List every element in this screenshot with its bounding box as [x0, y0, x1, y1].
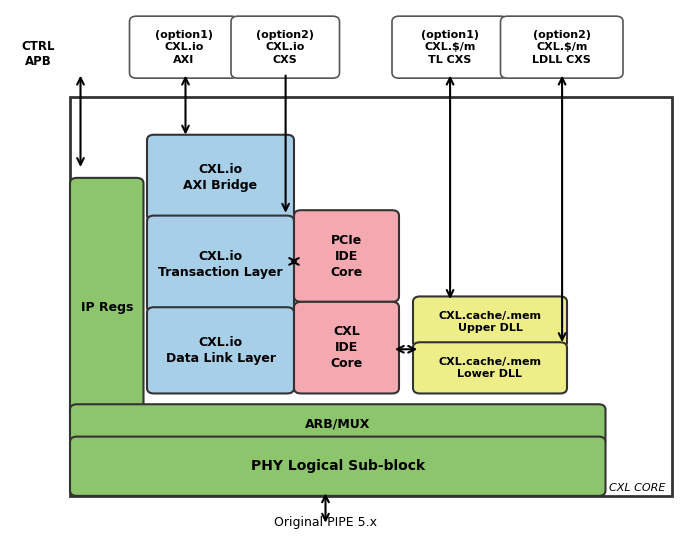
Text: (option1)
CXL.io
AXI: (option1) CXL.io AXI: [155, 30, 213, 65]
FancyBboxPatch shape: [70, 437, 606, 496]
FancyBboxPatch shape: [500, 16, 623, 78]
Text: Original PIPE 5.x: Original PIPE 5.x: [274, 516, 377, 529]
FancyBboxPatch shape: [147, 216, 294, 313]
Text: CXL CORE: CXL CORE: [608, 483, 665, 493]
Text: (option2)
CXL.io
CXS: (option2) CXL.io CXS: [256, 30, 314, 65]
Text: CTRL
APB: CTRL APB: [22, 40, 55, 68]
FancyBboxPatch shape: [70, 404, 606, 445]
Text: ARB/MUX: ARB/MUX: [305, 418, 370, 431]
FancyBboxPatch shape: [147, 307, 294, 393]
Text: CXL.io
AXI Bridge: CXL.io AXI Bridge: [183, 163, 258, 192]
FancyBboxPatch shape: [392, 16, 508, 78]
FancyBboxPatch shape: [413, 296, 567, 348]
Text: PHY Logical Sub-block: PHY Logical Sub-block: [251, 459, 425, 473]
FancyBboxPatch shape: [294, 210, 399, 302]
FancyBboxPatch shape: [147, 135, 294, 221]
Text: CXL.io
Transaction Layer: CXL.io Transaction Layer: [158, 250, 283, 279]
Text: (option2)
CXL.$/m
LDLL CXS: (option2) CXL.$/m LDLL CXS: [532, 30, 592, 65]
Text: CXL.io
Data Link Layer: CXL.io Data Link Layer: [165, 336, 276, 365]
Bar: [70, 97, 672, 496]
FancyBboxPatch shape: [70, 178, 144, 437]
Text: IP Regs: IP Regs: [80, 301, 133, 314]
Text: (option1)
CXL.$/m
TL CXS: (option1) CXL.$/m TL CXS: [421, 30, 479, 65]
FancyBboxPatch shape: [413, 342, 567, 393]
Text: CXL.cache/.mem
Upper DLL: CXL.cache/.mem Upper DLL: [438, 311, 542, 333]
FancyBboxPatch shape: [231, 16, 340, 78]
FancyBboxPatch shape: [130, 16, 238, 78]
Text: CXL.cache/.mem
Lower DLL: CXL.cache/.mem Lower DLL: [438, 357, 542, 379]
Text: CXL
IDE
Core: CXL IDE Core: [330, 325, 363, 370]
Text: PCIe
IDE
Core: PCIe IDE Core: [330, 233, 363, 279]
FancyBboxPatch shape: [294, 302, 399, 393]
